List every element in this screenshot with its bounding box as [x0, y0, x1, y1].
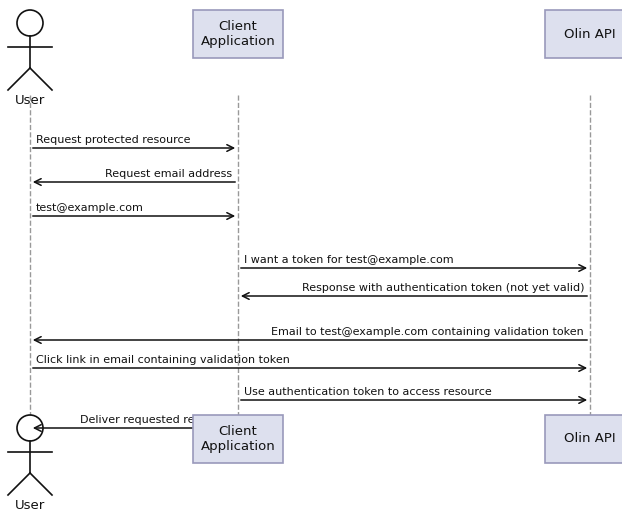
Text: Response with authentication token (not yet valid): Response with authentication token (not … — [302, 283, 584, 293]
Text: User: User — [15, 499, 45, 512]
FancyBboxPatch shape — [545, 10, 622, 58]
Text: Email to test@example.com containing validation token: Email to test@example.com containing val… — [271, 327, 584, 337]
Text: I want a token for test@example.com: I want a token for test@example.com — [244, 255, 453, 265]
FancyBboxPatch shape — [193, 415, 283, 463]
Text: Olin API: Olin API — [564, 27, 616, 40]
Text: User: User — [15, 94, 45, 107]
FancyBboxPatch shape — [193, 10, 283, 58]
Text: Client
Application: Client Application — [201, 20, 276, 48]
Text: Request protected resource: Request protected resource — [36, 135, 190, 145]
Text: Click link in email containing validation token: Click link in email containing validatio… — [36, 355, 290, 365]
Text: test@example.com: test@example.com — [36, 203, 144, 213]
Text: Deliver requested resource: Deliver requested resource — [80, 415, 232, 425]
Text: Client
Application: Client Application — [201, 425, 276, 453]
Text: Use authentication token to access resource: Use authentication token to access resou… — [244, 387, 492, 397]
Text: Request email address: Request email address — [105, 169, 232, 179]
FancyBboxPatch shape — [545, 415, 622, 463]
Text: Olin API: Olin API — [564, 433, 616, 445]
